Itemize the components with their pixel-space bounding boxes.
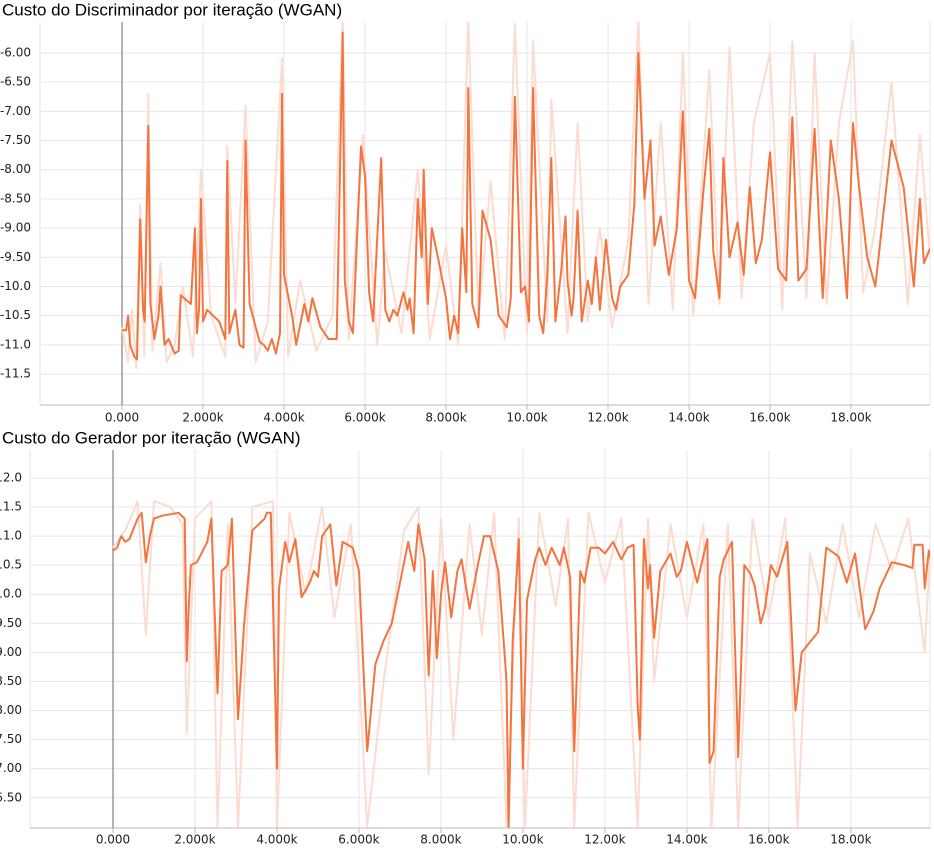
plot-area [121, 22, 930, 370]
x-tick-label: 10.00k [506, 411, 547, 425]
x-tick-label: 12.00k [587, 411, 628, 425]
y-tick-label: 7.50 [0, 732, 22, 746]
chart-title: Custo do Discriminador por iteração (WGA… [2, 0, 342, 19]
x-tick-label: 6.000k [344, 411, 385, 425]
y-tick-label: -10.0 [0, 279, 31, 293]
x-tick-label: 6.000k [338, 833, 379, 847]
y-tick-label: 8.00 [0, 703, 22, 717]
y-tick-label: -6.00 [0, 45, 31, 59]
y-tick-label: -7.50 [0, 133, 31, 147]
x-tick-label: 2.000k [174, 833, 215, 847]
chart: Custo do Discriminador por iteração (WGA… [0, 0, 931, 425]
chart-title: Custo do Gerador por iteração (WGAN) [2, 428, 301, 447]
x-tick-label: 16.00k [748, 833, 789, 847]
y-tick-label: -11.5 [0, 367, 31, 381]
x-tick-label: 8.000k [420, 833, 461, 847]
y-tick-label: -9.50 [0, 250, 31, 264]
x-tick-label: 8.000k [425, 411, 466, 425]
x-tick-label: 14.00k [668, 411, 709, 425]
y-tick-label: -6.50 [0, 75, 31, 89]
x-tick-label: 0.000 [105, 411, 139, 425]
y-tick-label: -9.00 [0, 221, 31, 235]
y-tick-label: -8.50 [0, 191, 31, 205]
y-tick-label: 10.5 [0, 558, 22, 572]
y-tick-label: 11.5 [0, 499, 22, 513]
y-tick-label: 7.00 [0, 761, 22, 775]
x-tick-label: 18.00k [830, 833, 871, 847]
series-line [122, 31, 930, 361]
y-tick-label: 10.0 [0, 587, 22, 601]
series-line [112, 500, 930, 828]
y-tick-label: 6.50 [0, 790, 22, 804]
x-tick-label: 14.00k [666, 833, 707, 847]
x-tick-label: 2.000k [182, 411, 223, 425]
y-tick-label: 9.50 [0, 616, 22, 630]
x-tick-label: 10.00k [502, 833, 543, 847]
y-tick-label: -11.0 [0, 337, 31, 351]
x-tick-label: 4.000k [256, 833, 297, 847]
y-tick-label: 12.0 [0, 470, 22, 484]
y-tick-label: -8.00 [0, 162, 31, 176]
y-tick-label: -7.00 [0, 104, 31, 118]
series-line [121, 22, 930, 370]
x-tick-label: 16.00k [749, 411, 790, 425]
x-tick-label: 12.00k [584, 833, 625, 847]
x-tick-label: 18.00k [830, 411, 871, 425]
series-line [112, 511, 930, 828]
plot-area [112, 500, 930, 828]
x-tick-label: 0.000 [96, 833, 130, 847]
y-tick-label: 9.00 [0, 645, 22, 659]
y-tick-label: 8.50 [0, 674, 22, 688]
y-tick-label: -10.5 [0, 308, 31, 322]
y-tick-label: 11.0 [0, 529, 22, 543]
chart: Custo do Gerador por iteração (WGAN) 12.0… [0, 428, 931, 847]
x-tick-label: 4.000k [263, 411, 304, 425]
